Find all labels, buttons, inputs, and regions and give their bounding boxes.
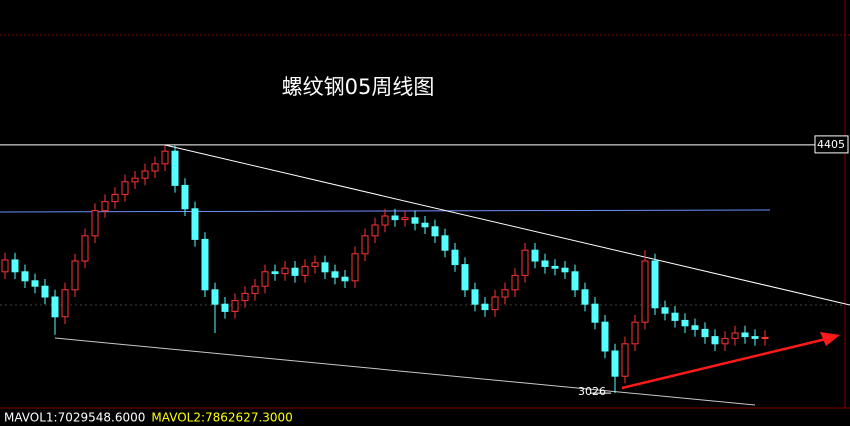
candle-body bbox=[681, 319, 689, 327]
candle-body bbox=[131, 177, 139, 183]
level-label: 4405 bbox=[817, 138, 845, 151]
candle-body bbox=[561, 267, 569, 273]
candle-body bbox=[431, 226, 439, 237]
candle-body bbox=[381, 215, 389, 226]
candle-body bbox=[601, 321, 609, 352]
candle-body bbox=[361, 235, 369, 255]
candle-body bbox=[421, 222, 429, 228]
candle-body bbox=[741, 332, 749, 338]
candle-body bbox=[491, 296, 499, 311]
candle-body bbox=[201, 238, 209, 291]
candle-body bbox=[191, 208, 199, 240]
candle-body bbox=[21, 271, 29, 282]
candle-body bbox=[311, 262, 319, 267]
candle-body bbox=[291, 267, 299, 276]
candle-body bbox=[541, 260, 549, 267]
candle-body bbox=[721, 337, 729, 345]
candle-body bbox=[151, 163, 159, 172]
candle-body bbox=[141, 170, 149, 179]
candle-body bbox=[41, 285, 49, 298]
candle-body bbox=[221, 303, 229, 312]
candle-body bbox=[331, 271, 339, 278]
candle-body bbox=[451, 249, 459, 266]
candle-body bbox=[731, 332, 739, 339]
candle-body bbox=[371, 224, 379, 237]
candle-body bbox=[161, 150, 169, 165]
candle-body bbox=[101, 201, 109, 212]
candle-body bbox=[61, 289, 69, 318]
candle-body bbox=[691, 325, 699, 330]
candle-body bbox=[581, 289, 589, 305]
arrow-head bbox=[820, 332, 840, 346]
candle-body bbox=[551, 265, 559, 269]
candles bbox=[1, 144, 769, 394]
candle-body bbox=[31, 280, 39, 287]
candle-body bbox=[111, 193, 119, 203]
trend-line bbox=[54, 337, 756, 406]
candle-body bbox=[441, 235, 449, 251]
candle-body bbox=[621, 343, 629, 377]
candle-body bbox=[261, 271, 269, 287]
candle-body bbox=[81, 235, 89, 262]
candle-body bbox=[471, 289, 479, 305]
candle-body bbox=[301, 265, 309, 276]
candle-body bbox=[11, 259, 19, 273]
candle-body bbox=[231, 300, 239, 312]
indicator-label: MAVOL2:7862627.3000 bbox=[151, 411, 292, 425]
candle-body bbox=[171, 150, 179, 186]
candle-body bbox=[91, 210, 99, 237]
indicator-label: MAVOL1:7029548.6000 bbox=[4, 411, 145, 425]
candle-body bbox=[481, 303, 489, 311]
candle-body bbox=[411, 217, 419, 224]
candle-body bbox=[591, 303, 599, 323]
low-label: 3026 bbox=[578, 385, 606, 398]
candle-body bbox=[461, 264, 469, 291]
candle-body bbox=[761, 337, 769, 339]
candle-body bbox=[711, 336, 719, 345]
candle-body bbox=[71, 260, 79, 291]
candle-body bbox=[511, 274, 519, 291]
candle-body bbox=[341, 276, 349, 282]
candle-body bbox=[651, 260, 659, 309]
candle-body bbox=[701, 328, 709, 338]
candle-body bbox=[181, 184, 189, 210]
chart-title: 螺纹钢05周线图 bbox=[282, 75, 435, 99]
candle-body bbox=[611, 350, 619, 377]
candle-body bbox=[401, 217, 409, 221]
candle-body bbox=[641, 260, 649, 323]
candle-body bbox=[321, 262, 329, 273]
candle-body bbox=[751, 336, 759, 339]
candle-body bbox=[281, 267, 289, 275]
arrow-shaft bbox=[621, 337, 827, 390]
candle-body bbox=[121, 181, 129, 195]
candle-body bbox=[1, 259, 9, 273]
candle-body bbox=[241, 292, 249, 302]
level-label-box bbox=[814, 135, 849, 154]
candle-body bbox=[271, 271, 279, 275]
candle-body bbox=[391, 215, 399, 221]
candle-body bbox=[661, 307, 669, 314]
candle-body bbox=[631, 321, 639, 345]
candle-body bbox=[251, 285, 259, 294]
candle-body bbox=[51, 296, 59, 318]
trend-line bbox=[164, 144, 850, 306]
candle-body bbox=[351, 253, 359, 282]
candle-body bbox=[671, 312, 679, 321]
candle-body bbox=[211, 289, 219, 305]
candle-body bbox=[501, 289, 509, 298]
candle-body bbox=[571, 271, 579, 291]
candle-body bbox=[531, 249, 539, 262]
candle-body bbox=[521, 249, 529, 276]
